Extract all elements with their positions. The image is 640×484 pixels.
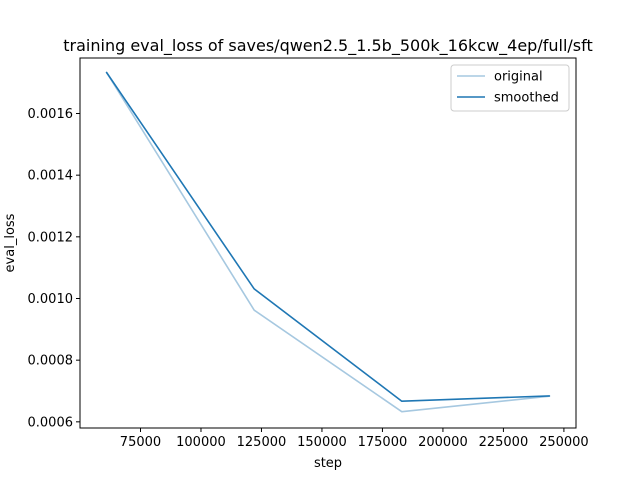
x-tick-label: 75000: [120, 435, 161, 450]
x-tick-label: 175000: [358, 435, 408, 450]
y-tick-label: 0.0010: [28, 292, 74, 307]
x-tick-label: 150000: [297, 435, 347, 450]
x-tick-label: 250000: [539, 435, 589, 450]
legend: original smoothed: [451, 65, 569, 111]
x-axis-title: step: [314, 456, 342, 471]
series-line-smoothed: [107, 73, 550, 402]
y-axis-title: eval_loss: [3, 213, 18, 272]
y-tick-label: 0.0008: [28, 354, 74, 369]
x-tick-label: 225000: [479, 435, 529, 450]
x-tick-label: 200000: [418, 435, 468, 450]
chart-title: training eval_loss of saves/qwen2.5_1.5b…: [63, 36, 592, 56]
y-tick-label: 0.0016: [28, 107, 74, 122]
plot-area: [107, 72, 550, 411]
x-axis: 75000 100000 125000 150000 175000 200000 22500…: [120, 428, 589, 450]
plot-frame: [80, 58, 576, 428]
x-tick-label: 100000: [176, 435, 226, 450]
y-tick-label: 0.0014: [28, 169, 74, 184]
y-tick-label: 0.0012: [28, 230, 74, 245]
legend-label-smoothed: smoothed: [494, 91, 559, 106]
series-line-original: [107, 73, 550, 412]
legend-label-original: original: [494, 70, 543, 85]
y-tick-label: 0.0006: [28, 415, 74, 430]
x-tick-label: 125000: [237, 435, 287, 450]
y-axis: 0.0006 0.0008 0.0010 0.0012 0.0014 0.0016: [28, 107, 81, 430]
